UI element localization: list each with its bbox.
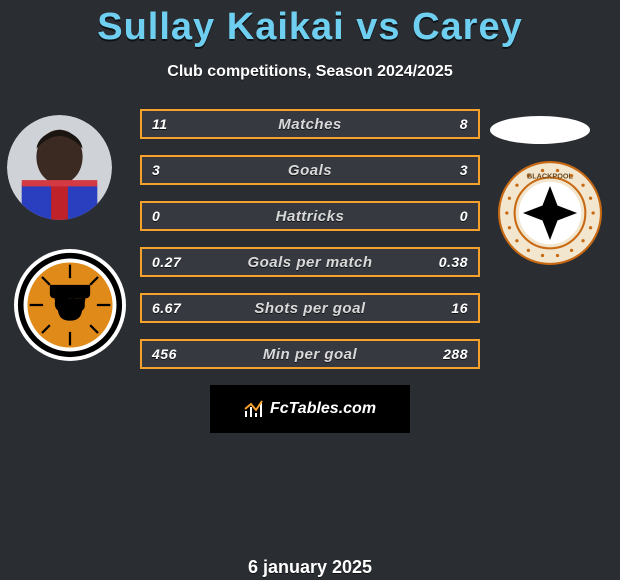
page-title: Sullay Kaikai vs Carey [0,0,620,49]
watermark-text: FcTables.com [270,400,376,418]
date-label: 6 january 2025 [0,557,620,578]
stat-left-value: 456 [152,346,177,362]
stat-bar: 0.27 Goals per match 0.38 [140,247,480,277]
club-right-badge: BLACKPOOL [498,161,602,265]
stat-right-value: 0.38 [439,254,468,270]
stat-left-value: 3 [152,162,160,178]
player-left-avatar [7,115,112,220]
club-right-name-top: BLACKPOOL [527,172,574,181]
stat-bars: 11 Matches 8 3 Goals 3 0 Hattricks 0 0.27 Goals pe… [140,109,480,385]
subtitle: Club competitions, Season 2024/2025 [0,63,620,81]
stat-left-value: 6.67 [152,300,181,316]
stat-right-value: 16 [451,300,468,316]
club-left-badge: CU [14,249,126,361]
player-right-placeholder [490,116,590,144]
stat-label: Hattricks [276,208,345,225]
stat-label: Matches [278,116,342,133]
chart-icon [244,399,264,419]
watermark: FcTables.com [210,385,410,433]
stat-bar: 11 Matches 8 [140,109,480,139]
svg-text:CU: CU [54,292,86,317]
stat-label: Min per goal [263,346,357,363]
stat-bar: 456 Min per goal 288 [140,339,480,369]
stat-right-value: 8 [460,116,468,132]
stat-left-value: 0.27 [152,254,181,270]
stat-left-value: 0 [152,208,160,224]
stat-label: Goals [288,162,332,179]
stat-right-value: 0 [460,208,468,224]
stat-bar: 0 Hattricks 0 [140,201,480,231]
stat-bar: 6.67 Shots per goal 16 [140,293,480,323]
stat-label: Goals per match [247,254,372,271]
stat-right-value: 288 [443,346,468,362]
comparison-stage: 11 Matches 8 3 Goals 3 0 Hattricks 0 0.27 Goals pe… [0,91,620,491]
stat-right-value: 3 [460,162,468,178]
stat-left-value: 11 [152,116,168,132]
stat-bar: 3 Goals 3 [140,155,480,185]
stat-label: Shots per goal [254,300,365,317]
